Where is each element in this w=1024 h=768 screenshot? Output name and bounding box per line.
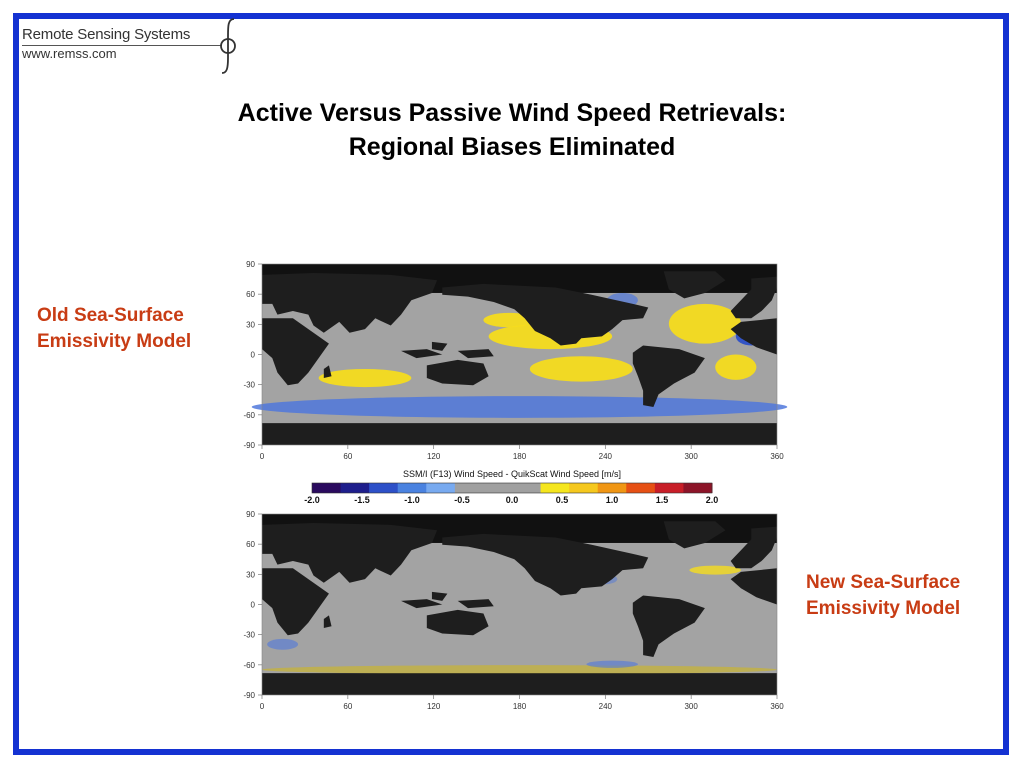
colorbar-swatch	[654, 483, 684, 493]
colorbar-tick-label: 1.0	[606, 495, 619, 505]
colorbar-swatch	[340, 483, 370, 493]
label-old-line-1: Old Sea-Surface	[37, 305, 184, 326]
new-landmass	[262, 521, 777, 695]
old-lon-tick-label: 180	[513, 452, 527, 461]
colorbar: SSM/I (F13) Wind Speed - QuikScat Wind S…	[304, 469, 718, 505]
new-lat-tick-label: -30	[243, 631, 255, 640]
colorbar-tick-label: 0.0	[506, 495, 519, 505]
new-lat-tick-label: -90	[243, 691, 255, 700]
slide-title: Active Versus Passive Wind Speed Retriev…	[0, 96, 1024, 164]
title-line-1: Active Versus Passive Wind Speed Retriev…	[237, 99, 787, 127]
label-old-line-2: Emissivity Model	[37, 331, 192, 352]
old-lat-tick-label: 30	[246, 320, 255, 329]
colorbar-swatch	[397, 483, 427, 493]
new-lat-tick-label: -60	[243, 661, 255, 670]
colorbar-swatch	[597, 483, 627, 493]
old-bias-region	[318, 368, 412, 388]
colorbar-title: SSM/I (F13) Wind Speed - QuikScat Wind S…	[403, 469, 621, 479]
colorbar-swatch	[540, 483, 570, 493]
colorbar-tick-label: -1.5	[354, 495, 370, 505]
new-lat-tick-label: 90	[246, 510, 255, 519]
colorbar-swatch	[312, 483, 342, 493]
colorbar-tick-label: 1.5	[656, 495, 669, 505]
colorbar-tick-label: -0.5	[454, 495, 470, 505]
colorbar-swatch	[483, 483, 513, 493]
colorbar-tick-label: -1.0	[404, 495, 420, 505]
new-lat-tick-label: 60	[246, 540, 255, 549]
label-new-model: New Sea-Surface Emissivity Model	[806, 570, 960, 622]
logo-url: www.remss.com	[22, 46, 117, 61]
new-lat-tick-label: 30	[246, 570, 255, 579]
new-lon-tick-label: 240	[599, 702, 613, 711]
colorbar-swatch	[626, 483, 656, 493]
new-bias-region	[689, 565, 741, 575]
slide-border	[13, 13, 1009, 755]
old-lat-tick-label: 90	[246, 260, 255, 269]
old-bias-region	[529, 356, 633, 382]
old-lon-tick-label: 360	[770, 452, 784, 461]
new-lon-tick-label: 360	[770, 702, 784, 711]
title-line-2: Regional Biases Eliminated	[348, 133, 676, 161]
new-lon-tick-label: 180	[513, 702, 527, 711]
old-bias-region	[668, 303, 741, 344]
colorbar-swatch	[454, 483, 484, 493]
colorbar-swatch	[569, 483, 599, 493]
old-lat-tick-label: -60	[243, 411, 255, 420]
old-lon-tick-label: 300	[684, 452, 698, 461]
rss-logo: Remote Sensing Systems www.remss.com	[22, 18, 236, 74]
new-lat-tick-label: 0	[251, 601, 256, 610]
old-lon-tick-label: 240	[599, 452, 613, 461]
label-new-line-1: New Sea-Surface	[806, 572, 961, 593]
new-lon-tick-label: 60	[343, 702, 352, 711]
old-lat-tick-label: 0	[251, 351, 256, 360]
colorbar-tick-label: -2.0	[304, 495, 320, 505]
old-lat-tick-label: 60	[246, 290, 255, 299]
colorbar-swatch	[369, 483, 399, 493]
old-bias-region	[251, 396, 788, 418]
old-lon-tick-label: 120	[427, 452, 441, 461]
new-lon-tick-label: 120	[427, 702, 441, 711]
integral-phi-icon	[220, 18, 236, 74]
label-new-line-2: Emissivity Model	[806, 598, 961, 619]
new-lon-tick-label: 0	[260, 702, 265, 711]
new-bias-region	[267, 638, 299, 650]
logo-rule	[22, 45, 222, 46]
old-lon-tick-label: 60	[343, 452, 352, 461]
old-landmass	[262, 271, 777, 445]
colorbar-swatch	[426, 483, 456, 493]
old-lat-tick-label: -90	[243, 441, 255, 450]
old-bias-region	[483, 312, 535, 328]
colorbar-swatch	[683, 483, 713, 493]
colorbar-tick-label: 2.0	[706, 495, 719, 505]
old-lon-tick-label: 0	[260, 452, 265, 461]
old-bias-region	[715, 354, 757, 380]
new-bias-region	[262, 665, 777, 675]
label-old-model: Old Sea-Surface Emissivity Model	[37, 303, 191, 355]
logo-name: Remote Sensing Systems	[22, 26, 191, 43]
new-lon-tick-label: 300	[684, 702, 698, 711]
new-bias-region	[586, 660, 638, 668]
colorbar-tick-label: 0.5	[556, 495, 569, 505]
old-lat-tick-label: -30	[243, 381, 255, 390]
colorbar-swatch	[512, 483, 542, 493]
